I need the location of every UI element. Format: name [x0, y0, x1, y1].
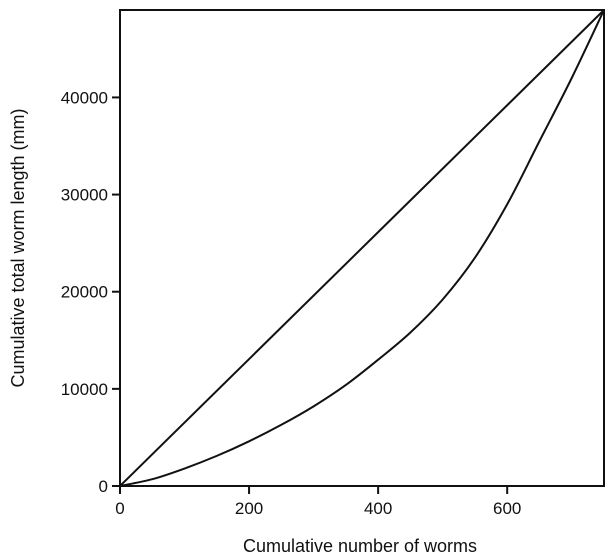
- y-tick-label: 20000: [61, 283, 108, 302]
- y-tick-label: 10000: [61, 380, 108, 399]
- y-tick-label: 40000: [61, 88, 108, 107]
- series-line-1: [119, 9, 605, 487]
- y-axis-ticks: 0 10000 20000 30000 40000: [61, 88, 120, 496]
- x-tick-label: 600: [493, 499, 521, 518]
- y-tick-label: 30000: [61, 186, 108, 205]
- y-tick-label: 0: [99, 477, 108, 496]
- x-tick-label: 400: [364, 499, 392, 518]
- x-axis-ticks: 0 200 400 600: [115, 486, 521, 518]
- y-axis-label: Cumulative total worm length (mm): [8, 108, 28, 387]
- plot-frame: [119, 9, 605, 487]
- x-axis-label: Cumulative number of worms: [243, 536, 477, 556]
- series-line-2: [119, 9, 605, 487]
- series-lines: [119, 9, 605, 487]
- x-tick-label: 0: [115, 499, 124, 518]
- x-tick-label: 200: [235, 499, 263, 518]
